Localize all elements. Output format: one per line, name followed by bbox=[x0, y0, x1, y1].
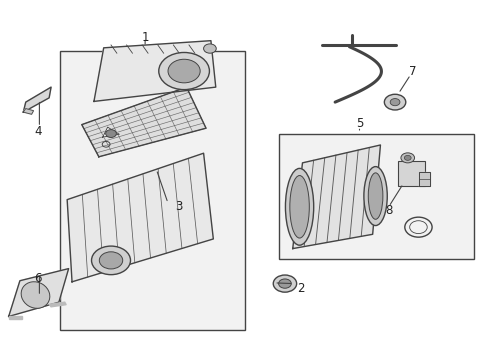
Circle shape bbox=[273, 275, 296, 292]
Text: 1: 1 bbox=[142, 31, 149, 44]
Polygon shape bbox=[24, 87, 51, 112]
Circle shape bbox=[384, 94, 406, 110]
Circle shape bbox=[92, 246, 130, 275]
Circle shape bbox=[279, 279, 291, 288]
Ellipse shape bbox=[21, 282, 50, 308]
Ellipse shape bbox=[290, 176, 309, 238]
Circle shape bbox=[404, 156, 411, 160]
Polygon shape bbox=[67, 153, 213, 282]
Polygon shape bbox=[24, 109, 33, 114]
Text: 4: 4 bbox=[34, 125, 42, 138]
FancyBboxPatch shape bbox=[398, 161, 425, 186]
Text: 6: 6 bbox=[34, 272, 42, 285]
Ellipse shape bbox=[286, 168, 314, 245]
Circle shape bbox=[401, 153, 415, 163]
Text: 5: 5 bbox=[356, 117, 363, 130]
Text: 3: 3 bbox=[175, 200, 183, 213]
Polygon shape bbox=[103, 127, 119, 137]
Circle shape bbox=[168, 59, 200, 83]
Ellipse shape bbox=[368, 173, 383, 219]
Text: 8: 8 bbox=[385, 204, 392, 217]
FancyBboxPatch shape bbox=[60, 51, 245, 330]
Polygon shape bbox=[49, 302, 66, 307]
Polygon shape bbox=[82, 87, 206, 157]
Circle shape bbox=[106, 130, 116, 138]
Circle shape bbox=[99, 252, 122, 269]
Ellipse shape bbox=[364, 167, 387, 226]
Polygon shape bbox=[9, 269, 69, 316]
Circle shape bbox=[390, 99, 400, 106]
Polygon shape bbox=[293, 145, 380, 249]
Polygon shape bbox=[419, 172, 430, 186]
Polygon shape bbox=[9, 316, 22, 319]
Circle shape bbox=[159, 53, 209, 90]
Polygon shape bbox=[94, 41, 216, 102]
Circle shape bbox=[203, 44, 216, 53]
Text: 7: 7 bbox=[409, 64, 417, 77]
Text: 2: 2 bbox=[297, 283, 305, 296]
FancyBboxPatch shape bbox=[279, 134, 474, 258]
